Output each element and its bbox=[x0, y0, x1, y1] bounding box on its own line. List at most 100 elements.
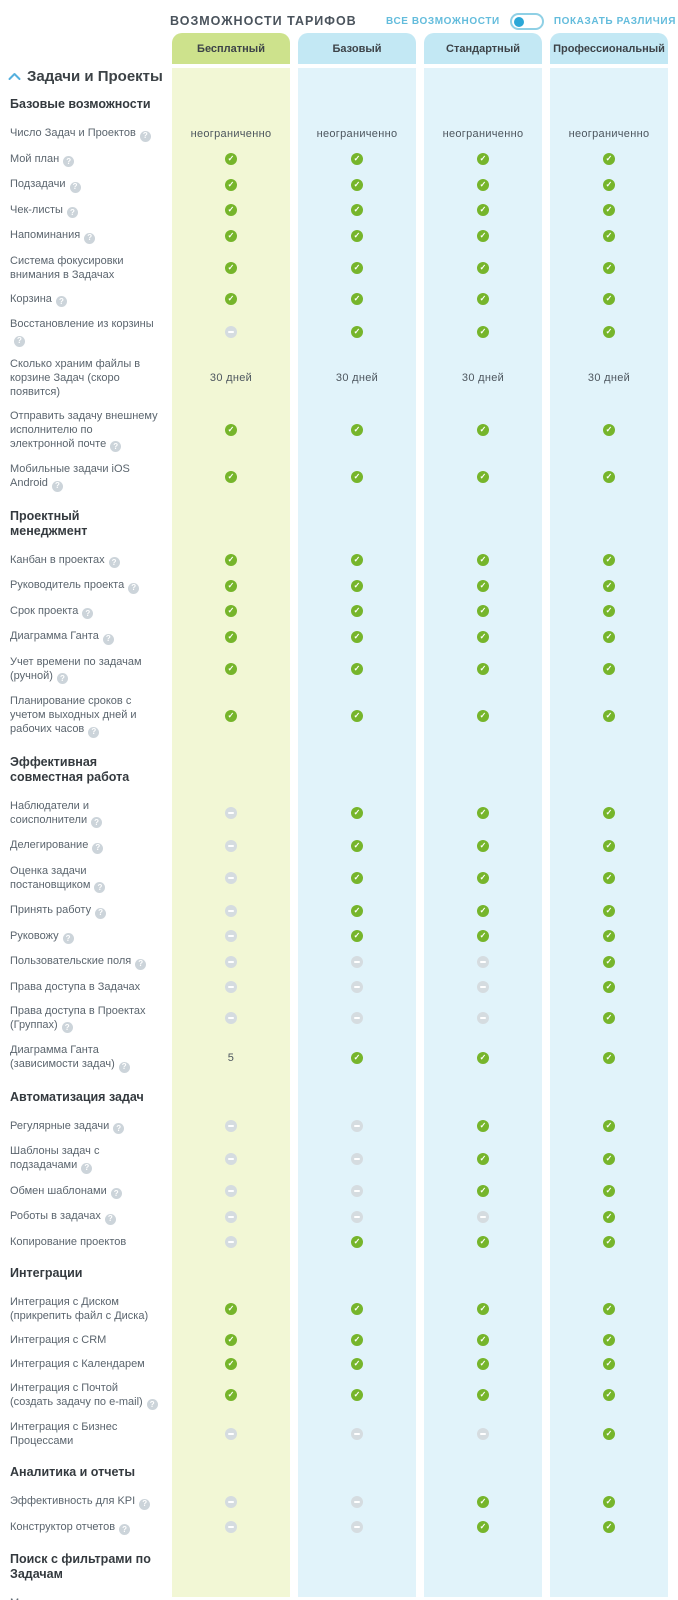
info-icon[interactable]: ? bbox=[61, 1022, 73, 1033]
feature-value-excluded bbox=[172, 1521, 298, 1534]
show-differences-toggle[interactable] bbox=[509, 13, 544, 30]
check-icon: ✓ bbox=[603, 153, 615, 166]
check-icon: ✓ bbox=[477, 930, 489, 943]
plan-tab-standard[interactable]: Стандартный bbox=[424, 33, 542, 64]
check-icon: ✓ bbox=[225, 709, 237, 722]
feature-value-included: ✓ bbox=[550, 807, 676, 820]
feature-row: Интеграция с Календарем ✓ ✓ ✓ ✓ bbox=[0, 1352, 678, 1376]
info-icon[interactable]: ? bbox=[95, 907, 107, 919]
feature-value-included: ✓ bbox=[298, 293, 424, 306]
info-icon[interactable]: ? bbox=[66, 207, 78, 218]
feature-value-text: неограниченно bbox=[568, 127, 650, 140]
feature-value-included: ✓ bbox=[550, 1333, 676, 1346]
check-icon: ✓ bbox=[477, 904, 489, 917]
feature-value-included: ✓ bbox=[424, 1357, 550, 1370]
feature-value-included: ✓ bbox=[424, 1185, 550, 1198]
check-icon: ✓ bbox=[351, 1302, 363, 1315]
feature-label: Максимальное количество Задач для работы… bbox=[0, 1596, 172, 1600]
check-icon: ✓ bbox=[603, 605, 615, 618]
feature-value-included: ✓ bbox=[172, 554, 298, 567]
feature-value-included: ✓ bbox=[172, 1357, 298, 1370]
info-icon[interactable]: ? bbox=[110, 441, 122, 452]
feature-value-excluded bbox=[298, 980, 424, 993]
feature-label: Права доступа в Проектах (Группах)? bbox=[10, 1004, 146, 1033]
feature-value-included: ✓ bbox=[550, 980, 676, 993]
check-icon: ✓ bbox=[603, 930, 615, 943]
feature-value-included: ✓ bbox=[550, 605, 676, 618]
dash-icon bbox=[351, 1152, 363, 1165]
feature-row: Интеграция с Бизнес Процессами ✓ bbox=[0, 1415, 678, 1453]
check-icon: ✓ bbox=[351, 1333, 363, 1346]
feature-row: Число Задач и Проектов? неограниченно неог… bbox=[0, 121, 678, 147]
info-icon[interactable]: ? bbox=[92, 842, 104, 854]
info-icon[interactable]: ? bbox=[128, 582, 140, 594]
feature-value-included: ✓ bbox=[298, 424, 424, 437]
dash-icon bbox=[225, 1428, 237, 1440]
info-icon[interactable]: ? bbox=[55, 296, 67, 307]
check-icon: ✓ bbox=[351, 1235, 363, 1248]
info-icon[interactable]: ? bbox=[119, 1524, 131, 1535]
check-icon: ✓ bbox=[477, 1302, 489, 1315]
info-icon[interactable]: ? bbox=[84, 232, 96, 244]
dash-icon bbox=[351, 1521, 363, 1534]
info-icon[interactable]: ? bbox=[62, 933, 74, 944]
info-icon[interactable]: ? bbox=[102, 633, 114, 645]
check-icon: ✓ bbox=[477, 229, 489, 242]
info-icon[interactable]: ? bbox=[146, 1399, 158, 1410]
feature-row: Регулярные задачи? ✓ ✓ bbox=[0, 1114, 678, 1140]
check-icon: ✓ bbox=[477, 807, 489, 820]
feature-row: Диаграмма Ганта (зависимости задач)? 5 ✓ ✓ ✓ bbox=[0, 1038, 678, 1078]
info-icon[interactable]: ? bbox=[139, 130, 151, 142]
feature-value-excluded bbox=[172, 1185, 298, 1198]
feature-row: Чек-листы? ✓ ✓ ✓ ✓ bbox=[0, 198, 678, 224]
info-icon[interactable]: ? bbox=[118, 1061, 130, 1073]
feature-label: Система фокусировки внимания в Задачах bbox=[10, 254, 124, 281]
info-icon[interactable]: ? bbox=[82, 608, 94, 619]
chevron-up-icon bbox=[8, 73, 21, 80]
info-icon[interactable]: ? bbox=[81, 1162, 93, 1174]
check-icon: ✓ bbox=[603, 261, 615, 274]
plan-tab-professional[interactable]: Профессиональный bbox=[550, 33, 668, 64]
info-icon[interactable]: ? bbox=[14, 335, 25, 347]
info-icon[interactable]: ? bbox=[94, 882, 106, 893]
feature-row: Роботы в задачах? ✓ bbox=[0, 1204, 678, 1230]
info-icon[interactable]: ? bbox=[110, 1188, 122, 1199]
show-differences-link[interactable]: ПОКАЗАТЬ РАЗЛИЧИЯ bbox=[553, 16, 676, 27]
feature-value-included: ✓ bbox=[550, 1120, 676, 1133]
info-icon[interactable]: ? bbox=[88, 726, 100, 738]
section-header[interactable]: Задачи и Проекты bbox=[8, 68, 678, 85]
feature-value-included: ✓ bbox=[424, 1152, 550, 1165]
dash-icon bbox=[351, 1012, 363, 1025]
feature-label: Руковожу? bbox=[0, 929, 172, 944]
feature-row: Наблюдатели и соисполнители? ✓ ✓ ✓ bbox=[0, 794, 678, 834]
info-icon[interactable]: ? bbox=[108, 557, 120, 568]
feature-row: Канбан в проектах? ✓ ✓ ✓ ✓ bbox=[0, 548, 678, 574]
plan-tab-basic[interactable]: Базовый bbox=[298, 33, 416, 64]
feature-value-excluded bbox=[298, 1185, 424, 1198]
feature-value-excluded bbox=[172, 807, 298, 820]
info-icon[interactable]: ? bbox=[51, 480, 63, 492]
feature-row: Права доступа в Проектах (Группах)? ✓ bbox=[0, 999, 678, 1039]
info-icon[interactable]: ? bbox=[91, 817, 103, 828]
dash-icon bbox=[225, 1521, 237, 1534]
info-icon[interactable]: ? bbox=[135, 958, 147, 970]
check-icon: ✓ bbox=[603, 1357, 615, 1370]
feature-value-included: ✓ bbox=[550, 1389, 676, 1402]
info-icon[interactable]: ? bbox=[113, 1123, 125, 1134]
info-icon[interactable]: ? bbox=[56, 673, 68, 684]
feature-value-included: ✓ bbox=[424, 1120, 550, 1133]
info-icon[interactable]: ? bbox=[63, 156, 75, 167]
plan-tab-free[interactable]: Бесплатный bbox=[172, 33, 290, 64]
check-icon: ✓ bbox=[477, 424, 489, 437]
check-icon: ✓ bbox=[351, 554, 363, 567]
feature-value-excluded bbox=[172, 930, 298, 943]
check-icon: ✓ bbox=[603, 178, 615, 191]
info-icon[interactable]: ? bbox=[139, 1498, 151, 1510]
check-icon: ✓ bbox=[603, 1428, 615, 1440]
all-features-link[interactable]: ВСЕ ВОЗМОЖНОСТИ bbox=[386, 16, 500, 27]
check-icon: ✓ bbox=[603, 325, 615, 338]
info-icon[interactable]: ? bbox=[104, 1213, 116, 1225]
info-icon[interactable]: ? bbox=[69, 181, 81, 193]
feature-value-included: ✓ bbox=[550, 554, 676, 567]
check-icon: ✓ bbox=[225, 178, 237, 191]
